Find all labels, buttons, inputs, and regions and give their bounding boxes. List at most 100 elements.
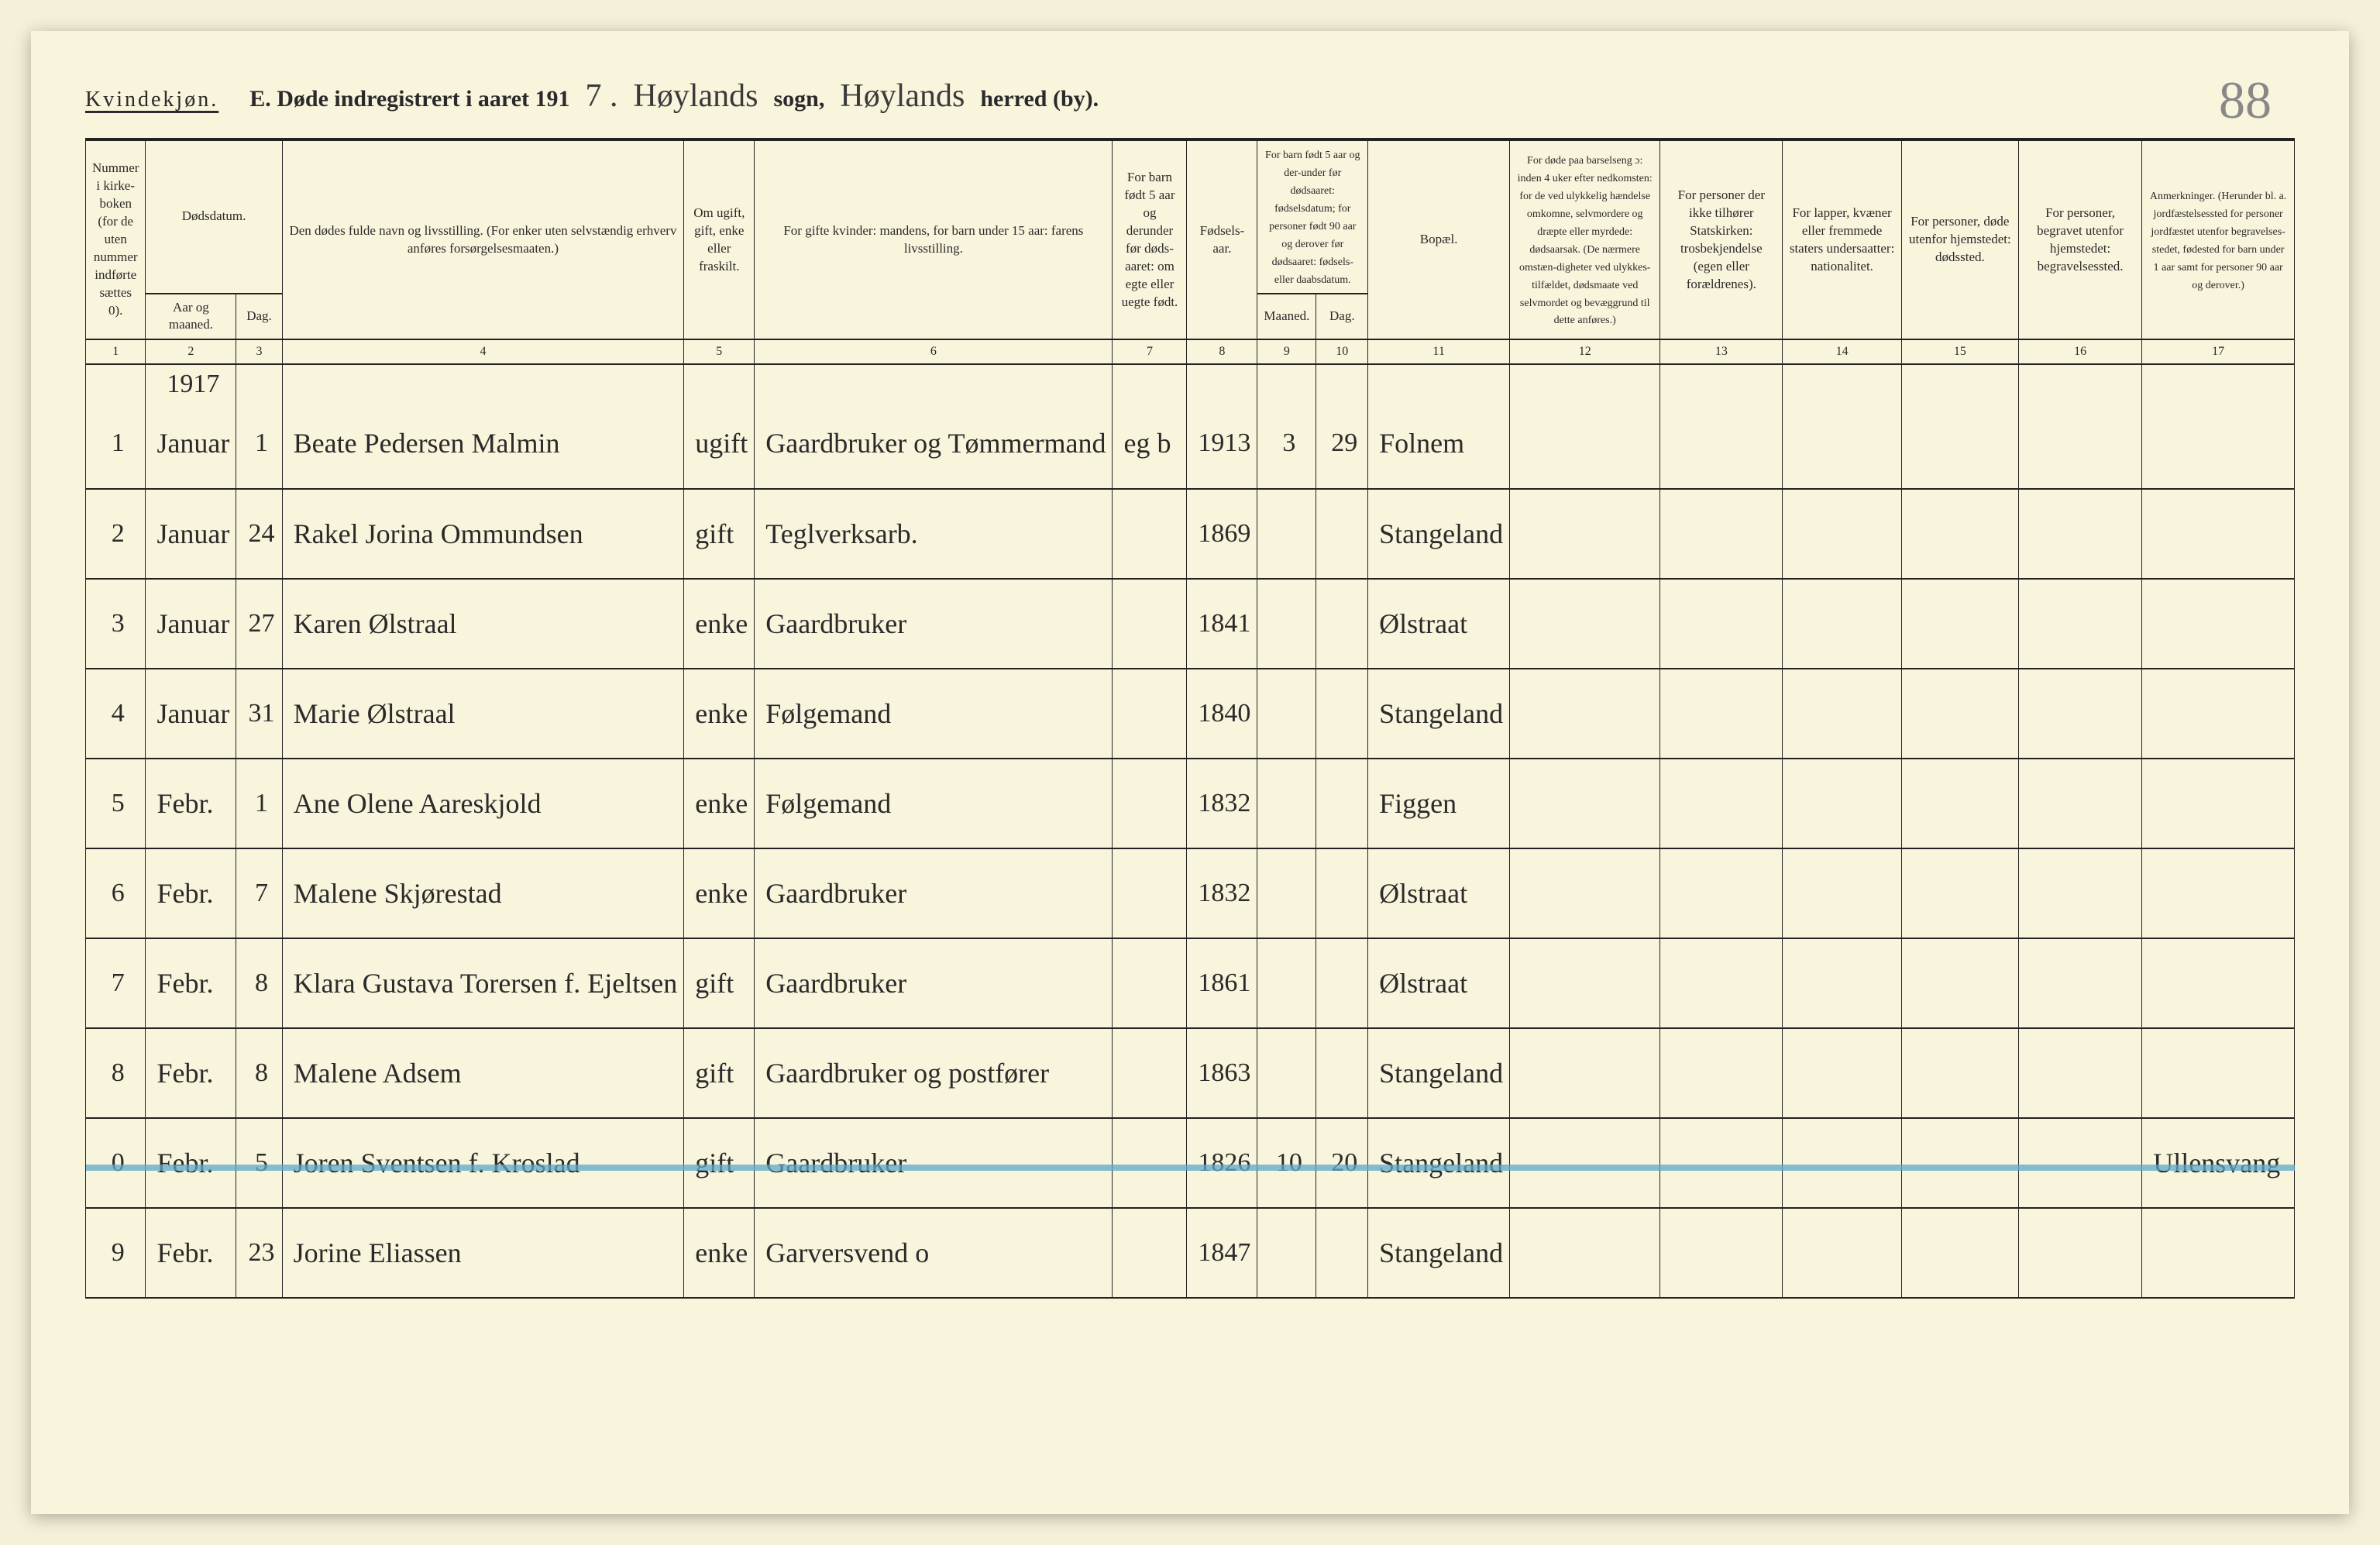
- death-month-cell: Febr.: [146, 1028, 236, 1118]
- colnum: 1: [86, 339, 146, 364]
- death-month-cell: Januar: [146, 399, 236, 489]
- burial-place-cell: [2018, 1208, 2141, 1298]
- row-number-cell: 7: [86, 938, 146, 1028]
- remarks-cell: Ullensvang: [2142, 1118, 2295, 1208]
- legitimacy-cell: [1113, 1208, 1187, 1298]
- birth-year-cell: 1863: [1187, 1028, 1257, 1118]
- burial-place-cell: [2018, 489, 2141, 579]
- colnum: 10: [1316, 339, 1368, 364]
- birth-month-cell: [1257, 1028, 1316, 1118]
- birth-day-cell: [1316, 759, 1368, 848]
- death-place-cell: [1901, 579, 2018, 669]
- row-number-cell: 9: [86, 1208, 146, 1298]
- colnum: 7: [1113, 339, 1187, 364]
- faith-cell: [1660, 1118, 1783, 1208]
- colnum: 6: [755, 339, 1113, 364]
- death-day-cell: 1: [236, 399, 282, 489]
- table-row: 8Febr.8Malene AdsemgiftGaardbruker og po…: [86, 1028, 2296, 1118]
- remarks-cell: [2142, 579, 2295, 669]
- death-day-cell: 7: [236, 848, 282, 938]
- colnum: 8: [1187, 339, 1257, 364]
- faith-cell: [1660, 759, 1783, 848]
- nationality-cell: [1783, 669, 1901, 759]
- table-head: Nummer i kirke-boken (for de uten nummer…: [86, 139, 2296, 364]
- col-header-10: Dag.: [1316, 294, 1368, 340]
- col-header-6: For gifte kvinder: mandens, for barn und…: [755, 139, 1113, 339]
- col-header-17: Anmerkninger. (Herunder bl. a. jordfæste…: [2142, 139, 2295, 339]
- death-month-cell: Febr.: [146, 1118, 236, 1208]
- death-month-cell: Febr.: [146, 1208, 236, 1298]
- marital-status-cell: gift: [684, 1028, 755, 1118]
- cause-cell: [1510, 399, 1660, 489]
- title-line: E. Døde indregistrert i aaret 191 7 . Hø…: [249, 77, 2295, 115]
- marital-status-cell: gift: [684, 938, 755, 1028]
- colnum: 16: [2018, 339, 2141, 364]
- cause-cell: [1510, 759, 1660, 848]
- colnum: 17: [2142, 339, 2295, 364]
- row-number-cell: 1: [86, 399, 146, 489]
- marital-status-cell: enke: [684, 669, 755, 759]
- row-number-cell: 2: [86, 489, 146, 579]
- name-cell: Marie Ølstraal: [282, 669, 684, 759]
- cause-cell: [1510, 579, 1660, 669]
- spouse-occupation-cell: Gaardbruker: [755, 938, 1113, 1028]
- c12-text: For døde paa barselseng ɔ: inden 4 uker …: [1518, 155, 1653, 326]
- death-place-cell: [1901, 1208, 2018, 1298]
- birth-year-cell: 1869: [1187, 489, 1257, 579]
- legitimacy-cell: [1113, 489, 1187, 579]
- residence-cell: Folnem: [1368, 399, 1510, 489]
- faith-cell: [1660, 399, 1783, 489]
- legitimacy-cell: [1113, 1028, 1187, 1118]
- column-number-row: 1 2 3 4 5 6 7 8 9 10 11 12 13 14 15 16 1…: [86, 339, 2296, 364]
- colnum: 13: [1660, 339, 1783, 364]
- residence-cell: Figgen: [1368, 759, 1510, 848]
- cause-cell: [1510, 1028, 1660, 1118]
- name-cell: Jorine Eliassen: [282, 1208, 684, 1298]
- spouse-occupation-cell: Gaardbruker: [755, 579, 1113, 669]
- row-number-cell: 6: [86, 848, 146, 938]
- birth-year-cell: 1841: [1187, 579, 1257, 669]
- nationality-cell: [1783, 579, 1901, 669]
- residence-cell: Ølstraat: [1368, 848, 1510, 938]
- name-cell: Malene Adsem: [282, 1028, 684, 1118]
- colnum: 4: [282, 339, 684, 364]
- nationality-cell: [1783, 848, 1901, 938]
- page-number: 88: [2219, 70, 2272, 131]
- table-row: 0Febr.5Joren Sventsen f. KrosladgiftGaar…: [86, 1118, 2296, 1208]
- legitimacy-cell: eg b: [1113, 399, 1187, 489]
- birth-month-cell: [1257, 579, 1316, 669]
- name-cell: Klara Gustava Torersen f. Ejeltsen: [282, 938, 684, 1028]
- spouse-occupation-cell: Teglverksarb.: [755, 489, 1113, 579]
- nationality-cell: [1783, 489, 1901, 579]
- col-header-3: Dag.: [236, 294, 282, 340]
- legitimacy-cell: [1113, 669, 1187, 759]
- birth-year-cell: 1840: [1187, 669, 1257, 759]
- name-cell: Rakel Jorina Ommundsen: [282, 489, 684, 579]
- burial-place-cell: [2018, 579, 2141, 669]
- remarks-cell: [2142, 759, 2295, 848]
- col-header-2a: Dødsdatum.: [146, 139, 282, 294]
- remarks-cell: [2142, 669, 2295, 759]
- death-day-cell: 1: [236, 759, 282, 848]
- nationality-cell: [1783, 1028, 1901, 1118]
- year-cell: 1917: [146, 364, 236, 399]
- death-place-cell: [1901, 759, 2018, 848]
- title-prefix: E. Døde indregistrert i aaret 191: [249, 86, 569, 112]
- residence-cell: Stangeland: [1368, 1118, 1510, 1208]
- faith-cell: [1660, 938, 1783, 1028]
- col-header-12: For døde paa barselseng ɔ: inden 4 uker …: [1510, 139, 1660, 339]
- residence-cell: Stangeland: [1368, 669, 1510, 759]
- death-day-cell: 27: [236, 579, 282, 669]
- birth-day-cell: [1316, 1028, 1368, 1118]
- table-row: 2Januar24Rakel Jorina OmmundsengiftTeglv…: [86, 489, 2296, 579]
- birth-year-cell: 1847: [1187, 1208, 1257, 1298]
- faith-cell: [1660, 579, 1783, 669]
- birth-day-cell: [1316, 489, 1368, 579]
- nationality-cell: [1783, 759, 1901, 848]
- death-place-cell: [1901, 1028, 2018, 1118]
- gender-label: Kvindekjøn.: [85, 88, 218, 112]
- death-day-cell: 8: [236, 1028, 282, 1118]
- birth-month-cell: [1257, 669, 1316, 759]
- col-header-9-10: For barn født 5 aar og der-under før død…: [1257, 139, 1368, 294]
- sogn-hand: Høylands: [634, 77, 758, 115]
